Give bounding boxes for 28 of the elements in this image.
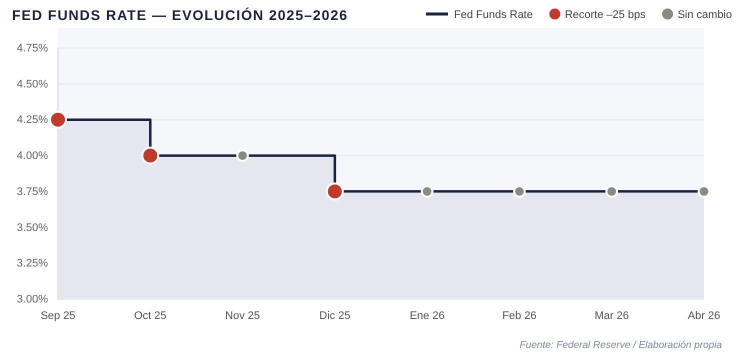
- x-tick-label: Dic 25: [319, 310, 350, 322]
- point: [236, 149, 249, 162]
- x-tick-label: Oct 25: [134, 310, 166, 322]
- point: [326, 182, 344, 200]
- legend-label: Sin cambio: [678, 9, 732, 21]
- legend-label: Fed Funds Rate: [454, 9, 533, 21]
- x-tick-label: Sep 25: [40, 310, 76, 322]
- legend-label: Recorte –25 bps: [564, 9, 646, 21]
- x-tick-label: Abr 26: [688, 310, 720, 322]
- y-tick-label: 4.25%: [16, 114, 48, 126]
- point: [141, 146, 160, 165]
- chart-title: FED FUNDS RATE — EVOLUCIÓN 2025–2026: [12, 7, 348, 23]
- y-tick-label: 3.00%: [16, 294, 48, 306]
- y-tick-label: 3.75%: [16, 186, 48, 198]
- point: [420, 185, 434, 198]
- point: [49, 110, 67, 129]
- x-tick-label: Nov 25: [225, 310, 260, 322]
- y-tick-label: 4.50%: [16, 78, 48, 90]
- y-tick-label: 4.00%: [16, 150, 48, 162]
- y-tick-label: 3.50%: [16, 222, 48, 234]
- y-tick-label: 3.25%: [16, 258, 48, 270]
- point: [513, 185, 526, 198]
- x-tick-label: Feb 26: [502, 310, 537, 322]
- y-tick-label: 4.75%: [16, 42, 48, 55]
- point: [605, 185, 618, 198]
- x-tick-label: Mar 26: [594, 310, 629, 322]
- x-tick-label: Ene 26: [410, 310, 445, 322]
- source-note: Fuente: Federal Reserve / Elaboración propia: [520, 340, 722, 351]
